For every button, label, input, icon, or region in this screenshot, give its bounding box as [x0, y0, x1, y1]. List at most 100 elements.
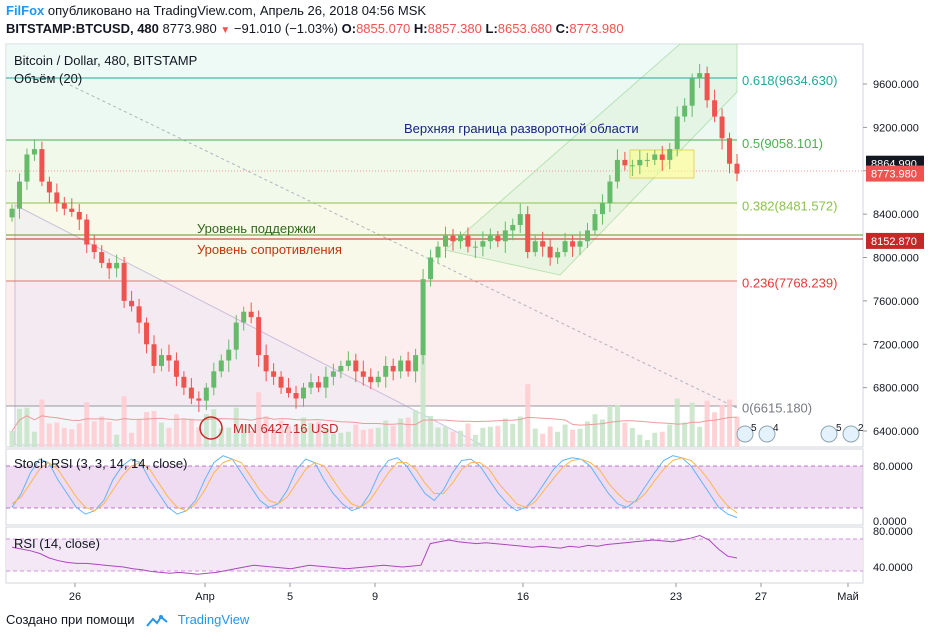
- fib-level-label: 0.618(9634.630): [742, 73, 837, 88]
- event-badges: 5 4 5 2: [736, 423, 864, 443]
- volume-bar: [413, 410, 419, 447]
- candle-body: [734, 163, 740, 174]
- volume-bar: [211, 409, 217, 447]
- time-tick-label: 9: [372, 591, 378, 603]
- event-badge-4: 2: [858, 423, 864, 434]
- candle-body: [674, 116, 680, 150]
- price-badge-label: 8773.980: [871, 169, 917, 181]
- low-label: L:: [485, 21, 498, 36]
- candle-body: [99, 252, 105, 263]
- header-line-1: FilFox опубликовано на TradingView.com, …: [6, 3, 426, 18]
- candle-body: [31, 149, 37, 155]
- volume-bar: [697, 426, 703, 447]
- symbol-label[interactable]: BITSTAMP:BTCUSD, 480: [6, 21, 159, 36]
- candle-body: [712, 100, 718, 117]
- flag-us-icon[interactable]: [842, 425, 860, 443]
- volume-bar: [517, 416, 523, 447]
- candle-body: [16, 181, 22, 209]
- candle-body: [495, 235, 501, 242]
- price-tick-label: 7200.000: [873, 339, 919, 351]
- candle-body: [383, 365, 389, 377]
- volume-bar: [31, 431, 37, 447]
- candle-body: [614, 159, 620, 182]
- volume-bar: [114, 434, 120, 447]
- candle-body: [39, 149, 45, 182]
- volume-bar: [69, 429, 75, 447]
- time-axis[interactable]: 26 Апр 5 9 16 23 27 Май: [69, 583, 859, 603]
- volume-bar: [129, 432, 135, 447]
- volume-bar: [398, 418, 404, 447]
- candle-body: [390, 365, 396, 372]
- candle-body: [450, 235, 456, 242]
- event-badge-1: 5: [751, 423, 757, 434]
- volume-bar: [540, 433, 546, 447]
- event-badge-2: 4: [773, 423, 779, 434]
- candle-body: [480, 241, 486, 247]
- volume-bar: [218, 428, 224, 447]
- chart-canvas[interactable]: Bitcoin / Dollar, 480, BITSTAMP Объём (2…: [0, 0, 937, 612]
- author-brand[interactable]: FilFox: [6, 3, 45, 18]
- volume-bar: [24, 407, 30, 447]
- candle-body: [129, 300, 135, 307]
- stoch-d-line: [11, 457, 738, 514]
- price-tick-label: 9200.000: [873, 122, 919, 134]
- time-tick-label: Апр: [195, 591, 214, 603]
- candle-body: [151, 344, 157, 366]
- volume-bar: [667, 424, 673, 447]
- volume-bar: [286, 425, 292, 447]
- candle-body: [719, 116, 725, 139]
- flag-us-icon[interactable]: [820, 425, 838, 443]
- volume-bar: [637, 434, 643, 447]
- price-tick-label: 9600.000: [873, 79, 919, 91]
- time-tick-label: 23: [670, 591, 682, 603]
- candle-body: [181, 376, 187, 388]
- candle-body: [293, 393, 299, 399]
- candle-body: [443, 235, 449, 247]
- volume-bar: [383, 420, 389, 447]
- volume-bar: [727, 399, 733, 447]
- candle-body: [218, 360, 224, 372]
- candle-body: [286, 387, 292, 394]
- rsi-line: [11, 534, 738, 575]
- candle-body: [121, 262, 127, 301]
- upper-bound-label: Верхняя граница разворотной области: [404, 121, 639, 136]
- volume-bar: [689, 402, 695, 447]
- volume-bar: [712, 412, 718, 447]
- candle-body: [173, 360, 179, 377]
- volume-bar: [278, 420, 284, 447]
- price-axis[interactable]: 9600.0009200.0008800.0008400.0008000.000…: [863, 79, 919, 438]
- price-tick-label: 6400.000: [873, 426, 919, 438]
- candle-body: [667, 149, 673, 160]
- flag-us-icon[interactable]: [736, 425, 754, 443]
- candle-body: [637, 159, 643, 166]
- volume-bar: [659, 431, 665, 447]
- close-value: 8773.980: [569, 21, 624, 36]
- volume-bar: [106, 421, 112, 447]
- price-badge: [866, 232, 924, 249]
- volume-bar: [293, 424, 299, 447]
- volume-bar: [719, 405, 725, 447]
- footer-tradingview-link[interactable]: TradingView: [177, 612, 250, 627]
- candle-body: [644, 159, 650, 161]
- volume-bar: [233, 407, 239, 447]
- candle-body: [592, 214, 598, 231]
- price-badge-label: 8152.870: [871, 236, 917, 248]
- fib-level-label: 0.382(8481.572): [742, 198, 837, 213]
- min-marker-icon[interactable]: [199, 416, 223, 440]
- candle-body: [136, 306, 142, 323]
- candle-body: [24, 154, 30, 182]
- candle-body: [76, 211, 82, 220]
- candle-body: [727, 138, 733, 164]
- volume-bar: [644, 440, 650, 447]
- candle-body: [278, 376, 284, 388]
- time-tick-label: 27: [755, 591, 767, 603]
- volume-bar: [226, 427, 232, 447]
- flag-us-icon[interactable]: [758, 425, 776, 443]
- volume-bar: [39, 399, 45, 447]
- time-tick-label: 5: [287, 591, 293, 603]
- legend-main: Bitcoin / Dollar, 480, BITSTAMP: [14, 53, 197, 68]
- price-tick-label: 8400.000: [873, 209, 919, 221]
- volume-bar: [99, 416, 105, 447]
- stoch-k-line: [11, 455, 738, 519]
- candle-body: [435, 246, 441, 258]
